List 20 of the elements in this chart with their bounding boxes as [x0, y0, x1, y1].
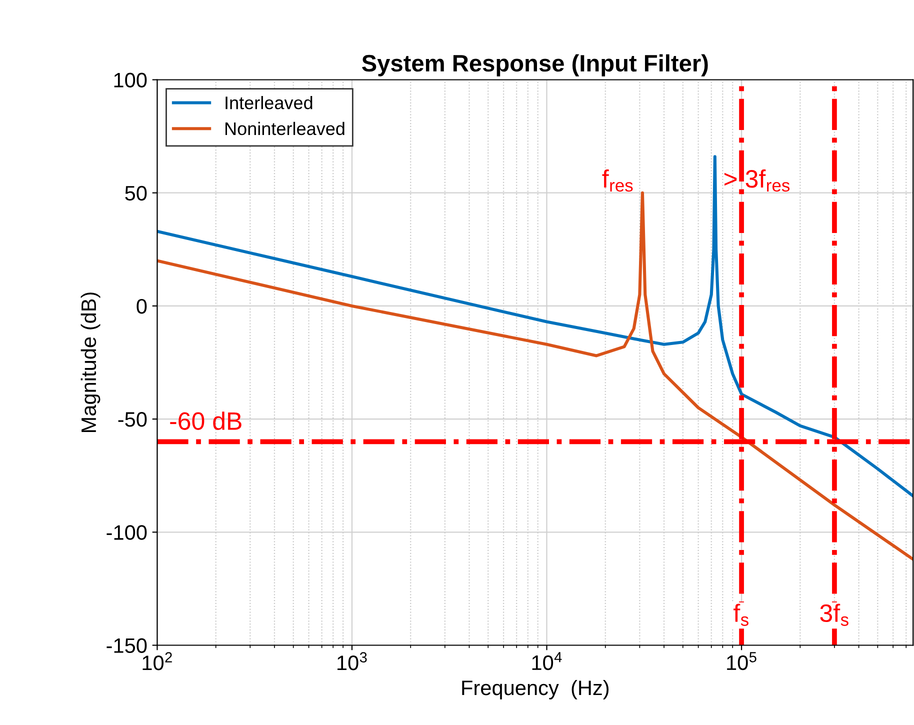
x-tick-label: 10$^{2}$ — [142, 652, 172, 670]
ref-line-label: -60 dB — [170, 412, 242, 430]
legend-label: Noninterleaved — [225, 122, 344, 136]
y-tick-label: -100 — [106, 525, 147, 540]
y-axis-title: Magnitude (dB) — [80, 292, 100, 432]
x-tick-label: 10$^{5}$ — [727, 652, 756, 670]
ref-line-label: 3f$_{s}$ — [820, 604, 848, 626]
y-tick-label: 100 — [114, 72, 147, 88]
x-tick-label: 10$^{3}$ — [338, 652, 367, 670]
chart-title: System Response (Input Filter) — [362, 54, 708, 76]
legend-label: Interleaved — [226, 96, 312, 110]
y-tick-label: -150 — [106, 638, 147, 654]
annotation: > 3f$_{res}$ — [724, 169, 790, 192]
y-tick-label: 0 — [136, 298, 147, 314]
annotation: f$_{res}$ — [602, 169, 633, 192]
y-tick-label: -50 — [118, 412, 147, 427]
x-tick-label: 10$^{4}$ — [532, 652, 562, 670]
y-tick-label: 50 — [125, 186, 147, 201]
ref-line-label: f$_{s}$ — [734, 604, 748, 626]
x-axis-title: Frequency (Hz) — [462, 680, 609, 700]
